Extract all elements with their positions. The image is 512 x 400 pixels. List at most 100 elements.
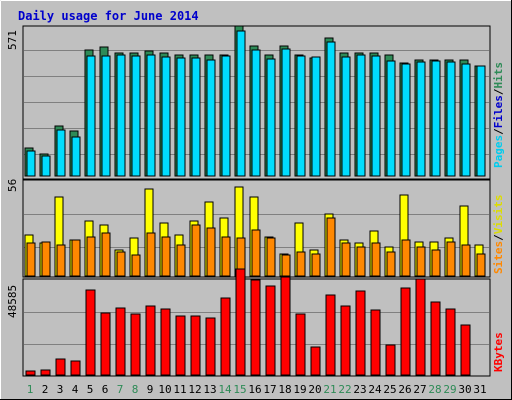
- files-bar: [281, 48, 291, 177]
- day-label: 26: [398, 383, 411, 396]
- day-label: 11: [173, 383, 186, 396]
- files-bar: [191, 57, 201, 177]
- kbytes-bar: [100, 312, 111, 376]
- sites-bar: [101, 232, 111, 277]
- day-label: 9: [147, 383, 154, 396]
- kbytes-bar: [400, 287, 411, 376]
- day-label: 13: [203, 383, 216, 396]
- kbytes-bar: [310, 346, 321, 376]
- files-bar: [26, 150, 36, 177]
- hits-files-panel: 571 Pages/Files/Hits: [6, 25, 505, 180]
- kbytes-bar: [25, 370, 36, 376]
- day-label: 18: [278, 383, 291, 396]
- sites-bar: [221, 236, 231, 277]
- sites-bar: [266, 237, 276, 277]
- day-label: 19: [293, 383, 306, 396]
- day-label: 12: [188, 383, 201, 396]
- day-label: 15: [233, 383, 246, 396]
- kbytes-bar: [355, 290, 366, 376]
- chart-title: Daily usage for June 2014: [18, 9, 199, 23]
- kbytes-bar: [70, 360, 81, 376]
- legend-separator: /: [492, 128, 505, 135]
- files-bar: [341, 56, 351, 177]
- kbytes-bar: [280, 276, 291, 376]
- files-bar: [446, 61, 456, 177]
- day-label: 29: [443, 383, 456, 396]
- sites-bar: [371, 242, 381, 277]
- kbytes-bar: [250, 279, 261, 376]
- files-bar: [221, 55, 231, 177]
- sites-bar: [71, 239, 81, 277]
- day-label: 5: [87, 383, 94, 396]
- files-bar: [431, 60, 441, 177]
- kbytes-bar: [235, 268, 246, 376]
- sites-bar: [41, 241, 51, 277]
- hits-files-bars: [24, 25, 486, 177]
- day-label: 20: [308, 383, 321, 396]
- legend-kbytes: KBytes: [492, 332, 505, 372]
- kbytes-bar: [130, 313, 141, 376]
- files-bar: [311, 56, 321, 177]
- day-label: 21: [323, 383, 336, 396]
- kbytes-bar: [460, 324, 471, 376]
- sites-bar: [476, 253, 486, 277]
- legend-text: Sites/Visits: [492, 195, 505, 275]
- kbytes-bar: [115, 307, 126, 376]
- legend-text: Pages/Files/Hits: [492, 62, 505, 168]
- sites-bar: [206, 227, 216, 277]
- legend-separator: /: [492, 234, 505, 241]
- files-bar: [206, 59, 216, 177]
- day-label: 28: [428, 383, 441, 396]
- kbytes-bar: [175, 315, 186, 376]
- kbytes-bar: [40, 369, 51, 376]
- kbytes-bar: [55, 358, 66, 376]
- files-bar: [266, 58, 276, 177]
- legend-pages: Pages: [492, 135, 505, 168]
- legend-sites: Sites: [492, 241, 505, 274]
- day-label: 3: [57, 383, 64, 396]
- files-bar: [116, 54, 126, 177]
- sites-bar: [311, 253, 321, 277]
- files-bar: [56, 129, 66, 177]
- files-bar: [41, 155, 51, 177]
- files-bar: [461, 63, 471, 177]
- kbytes-bar: [265, 285, 276, 376]
- kbytes-bar: [295, 313, 306, 376]
- day-axis-labels: 1 2 3 4 5 6 7 8 9 10 11 12 13 14 15 16 17 18 19 20 21 22 23 24 2…: [27, 383, 487, 396]
- files-bar: [296, 55, 306, 177]
- day-label: 30: [458, 383, 471, 396]
- sites-bar: [401, 239, 411, 277]
- legend-files: Files: [492, 95, 505, 128]
- files-bar: [161, 56, 171, 177]
- files-bar: [176, 57, 186, 177]
- legend-separator: /: [492, 88, 505, 95]
- files-bar: [401, 63, 411, 177]
- sites-bar: [341, 242, 351, 277]
- day-label: 27: [413, 383, 426, 396]
- kbytes-bar: [220, 297, 231, 376]
- sites-bar: [116, 251, 126, 277]
- sites-bar: [86, 236, 96, 277]
- sites-bar: [26, 242, 36, 277]
- sites-bar: [281, 254, 291, 277]
- kbytes-bar: [415, 278, 426, 376]
- day-label: 23: [353, 383, 366, 396]
- day-label: 4: [72, 383, 79, 396]
- sites-visits-legend: Sites/Visits: [492, 195, 505, 275]
- files-bar: [86, 55, 96, 177]
- files-bar: [101, 55, 111, 177]
- day-label: 24: [368, 383, 382, 396]
- files-bar: [386, 60, 396, 177]
- kbytes-panel: 48585 KBytes: [6, 268, 505, 377]
- sites-visits-bars: [24, 186, 486, 277]
- day-label: 10: [158, 383, 171, 396]
- kbytes-bars: [25, 268, 471, 376]
- files-bar: [251, 49, 261, 177]
- kbytes-bar: [340, 305, 351, 376]
- kbytes-bar: [370, 309, 381, 376]
- day-label: 16: [248, 383, 261, 396]
- hits-files-legend: Pages/Files/Hits: [492, 62, 505, 168]
- files-bar: [356, 54, 366, 177]
- files-bar: [476, 65, 486, 177]
- files-bar: [131, 55, 141, 177]
